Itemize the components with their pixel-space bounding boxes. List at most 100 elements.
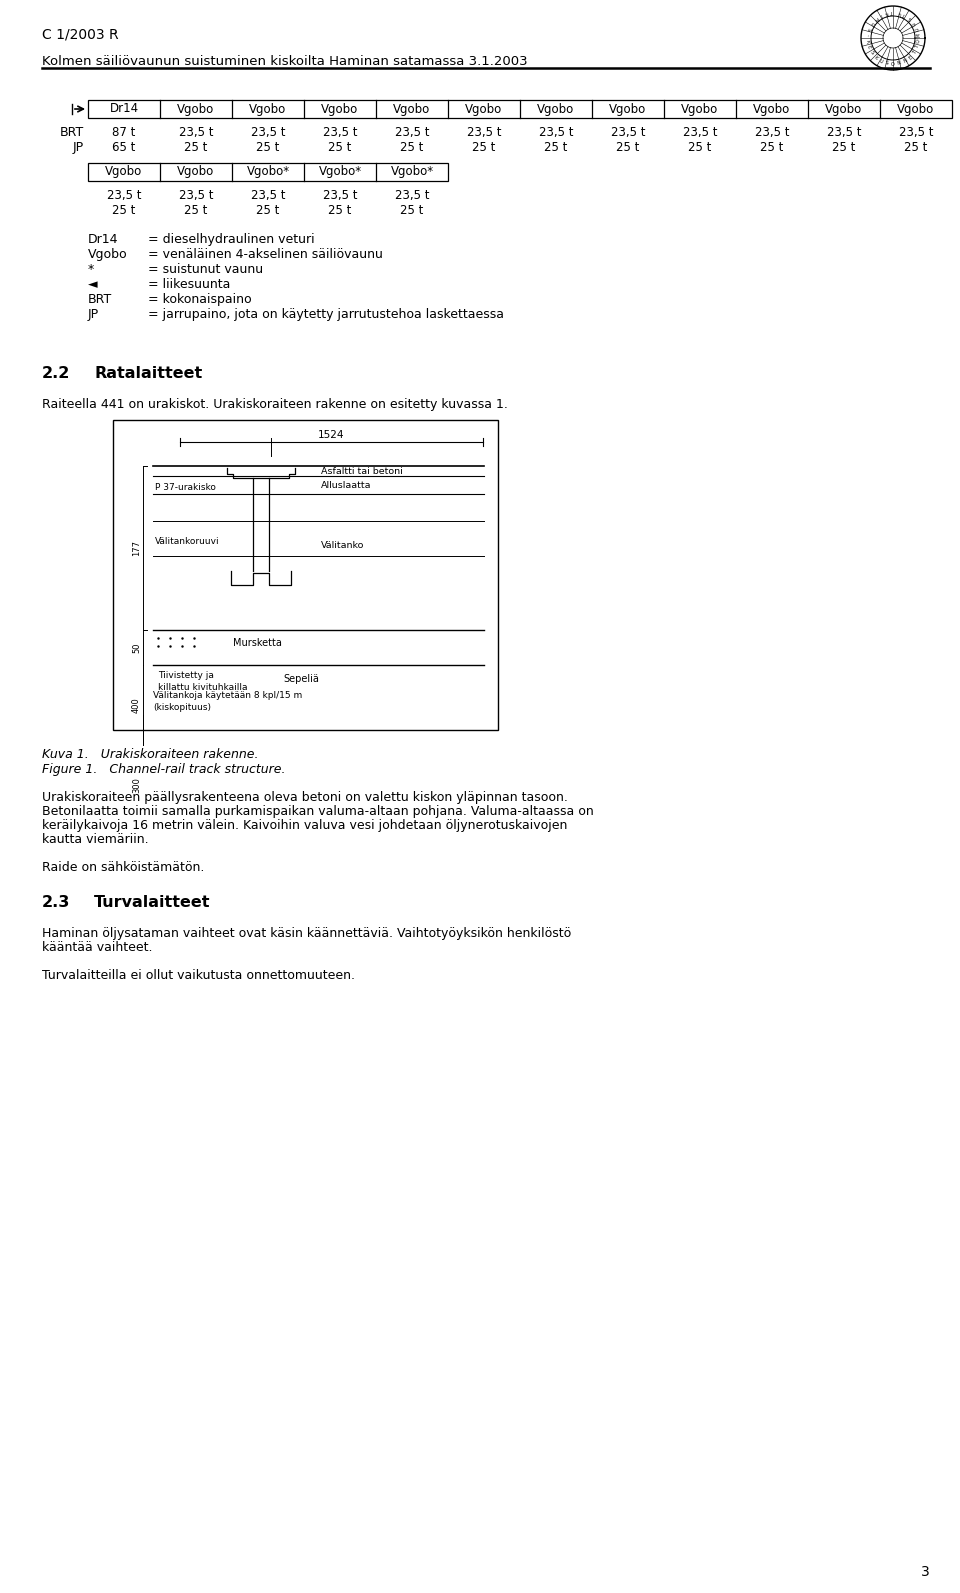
Text: Vgobo: Vgobo <box>754 102 791 116</box>
Text: U: U <box>878 57 883 64</box>
Text: Vgobo: Vgobo <box>88 249 128 261</box>
Text: K: K <box>884 10 889 16</box>
Text: Ratalaitteet: Ratalaitteet <box>94 366 203 381</box>
Text: 25 t: 25 t <box>544 142 567 155</box>
Text: 25 t: 25 t <box>760 142 783 155</box>
Text: Vgobo: Vgobo <box>898 102 935 116</box>
Text: Vgobo: Vgobo <box>178 102 215 116</box>
Bar <box>113 421 498 730</box>
Text: -: - <box>865 33 870 37</box>
Text: S: S <box>866 27 872 32</box>
Text: keräilykaivoja 16 metrin välein. Kaivoihin valuva vesi johdetaan öljynerotuskaiv: keräilykaivoja 16 metrin välein. Kaivoih… <box>42 819 567 832</box>
Text: Välitankoruuvi: Välitankoruuvi <box>155 537 220 545</box>
Text: kautta viemäriin.: kautta viemäriin. <box>42 833 149 846</box>
Text: 23,5 t: 23,5 t <box>251 190 285 202</box>
Text: 400: 400 <box>132 698 141 714</box>
Text: 23,5 t: 23,5 t <box>683 126 717 139</box>
Text: C 1/2003 R: C 1/2003 R <box>42 29 119 41</box>
Text: Sepeliä: Sepeliä <box>283 674 319 683</box>
Text: 25 t: 25 t <box>184 204 207 217</box>
Text: Vgobo: Vgobo <box>610 102 647 116</box>
Text: M: M <box>916 32 922 37</box>
Text: 25 t: 25 t <box>472 142 495 155</box>
Text: 23,5 t: 23,5 t <box>107 190 141 202</box>
Text: 2.3: 2.3 <box>42 895 70 910</box>
Text: 23,5 t: 23,5 t <box>323 190 357 202</box>
Text: U: U <box>897 10 901 16</box>
Text: Figure 1.   Channel-rail track structure.: Figure 1. Channel-rail track structure. <box>42 763 285 776</box>
Bar <box>88 162 448 182</box>
Text: S: S <box>907 16 913 21</box>
Text: Välitanko: Välitanko <box>321 542 365 551</box>
Text: 25 t: 25 t <box>112 204 135 217</box>
Text: ◄: ◄ <box>88 279 98 292</box>
Text: 25 t: 25 t <box>256 204 279 217</box>
Text: I: I <box>879 13 883 18</box>
Text: Kuva 1.   Urakiskoraiteen rakenne.: Kuva 1. Urakiskoraiteen rakenne. <box>42 749 258 761</box>
Text: Raide on sähköistämätön.: Raide on sähköistämätön. <box>42 860 204 875</box>
Text: JP: JP <box>88 307 99 322</box>
Text: U: U <box>914 25 921 32</box>
Text: 23,5 t: 23,5 t <box>179 190 213 202</box>
Text: Betonilaatta toimii samalla purkamispaikan valuma-altaan pohjana. Valuma-altaass: Betonilaatta toimii samalla purkamispaik… <box>42 804 593 817</box>
Text: Vgobo: Vgobo <box>106 166 143 178</box>
Text: 1524: 1524 <box>319 430 345 440</box>
Text: Dr14: Dr14 <box>88 233 118 245</box>
Text: Vgobo: Vgobo <box>178 166 215 178</box>
Text: = venäläinen 4-akselinen säiliövaunu: = venäläinen 4-akselinen säiliövaunu <box>148 249 383 261</box>
Text: E: E <box>907 54 913 61</box>
Text: 177: 177 <box>132 540 141 556</box>
Text: kääntää vaihteet.: kääntää vaihteet. <box>42 941 153 954</box>
Text: Urakiskoraiteen päällysrakenteena oleva betoni on valettu kiskon yläpinnan tasoo: Urakiskoraiteen päällysrakenteena oleva … <box>42 792 568 804</box>
Text: 25 t: 25 t <box>328 204 351 217</box>
Text: Vgobo: Vgobo <box>538 102 575 116</box>
Text: Mursketta: Mursketta <box>233 639 282 648</box>
Text: Asfaltti tai betoni: Asfaltti tai betoni <box>321 467 403 476</box>
Text: 23,5 t: 23,5 t <box>899 126 933 139</box>
Text: 23,5 t: 23,5 t <box>611 126 645 139</box>
Text: *: * <box>88 263 94 276</box>
Text: 23,5 t: 23,5 t <box>251 126 285 139</box>
Text: 23,5 t: 23,5 t <box>467 126 501 139</box>
Text: = jarrupaino, jota on käytetty jarrutustehoa laskettaessa: = jarrupaino, jota on käytetty jarrutust… <box>148 307 504 322</box>
Text: N: N <box>902 57 908 64</box>
Text: 300: 300 <box>132 777 141 793</box>
Text: T: T <box>902 13 907 18</box>
Text: Alluslaatta: Alluslaatta <box>321 481 372 491</box>
Text: 2.2: 2.2 <box>42 366 70 381</box>
Text: 23,5 t: 23,5 t <box>395 190 429 202</box>
Text: E: E <box>866 45 872 49</box>
Text: (kiskopituus): (kiskopituus) <box>153 704 211 712</box>
Text: 23,5 t: 23,5 t <box>179 126 213 139</box>
Text: Vgobo*: Vgobo* <box>247 166 290 178</box>
Text: Tiivistetty ja: Tiivistetty ja <box>158 671 214 680</box>
Text: Välitankoja käytetään 8 kpl/15 m: Välitankoja käytetään 8 kpl/15 m <box>153 690 302 699</box>
Text: 23,5 t: 23,5 t <box>539 126 573 139</box>
Text: Turvalaitteilla ei ollut vaikutusta onnettomuuteen.: Turvalaitteilla ei ollut vaikutusta onne… <box>42 969 355 981</box>
Text: BRT: BRT <box>60 126 84 139</box>
Text: Dr14: Dr14 <box>109 102 138 116</box>
Text: Raiteella 441 on urakiskot. Urakiskoraiteen rakenne on esitetty kuvassa 1.: Raiteella 441 on urakiskot. Urakiskorait… <box>42 398 508 411</box>
Text: killattu kivituhkailla: killattu kivituhkailla <box>158 682 248 691</box>
Text: JP: JP <box>73 142 84 155</box>
Text: 25 t: 25 t <box>400 204 423 217</box>
Text: Vgobo: Vgobo <box>322 102 359 116</box>
Text: 25 t: 25 t <box>184 142 207 155</box>
Text: Kolmen säiliövaunun suistuminen kiskoilta Haminan satamassa 3.1.2003: Kolmen säiliövaunun suistuminen kiskoilt… <box>42 56 528 68</box>
Text: T: T <box>911 49 918 56</box>
Text: M: M <box>873 16 879 22</box>
Text: 25 t: 25 t <box>328 142 351 155</box>
Text: O: O <box>891 62 895 67</box>
Text: K: K <box>873 54 878 61</box>
Text: = suistunut vaunu: = suistunut vaunu <box>148 263 263 276</box>
Text: Vgobo: Vgobo <box>826 102 863 116</box>
Text: = dieselhydraulinen veturi: = dieselhydraulinen veturi <box>148 233 315 245</box>
Text: = liikesuunta: = liikesuunta <box>148 279 230 292</box>
Text: 25 t: 25 t <box>400 142 423 155</box>
Text: 3: 3 <box>922 1564 930 1579</box>
Bar <box>88 100 952 118</box>
Text: 23,5 t: 23,5 t <box>755 126 789 139</box>
Text: K: K <box>865 40 870 43</box>
Text: 25 t: 25 t <box>904 142 927 155</box>
Text: = kokonaispaino: = kokonaispaino <box>148 293 252 306</box>
